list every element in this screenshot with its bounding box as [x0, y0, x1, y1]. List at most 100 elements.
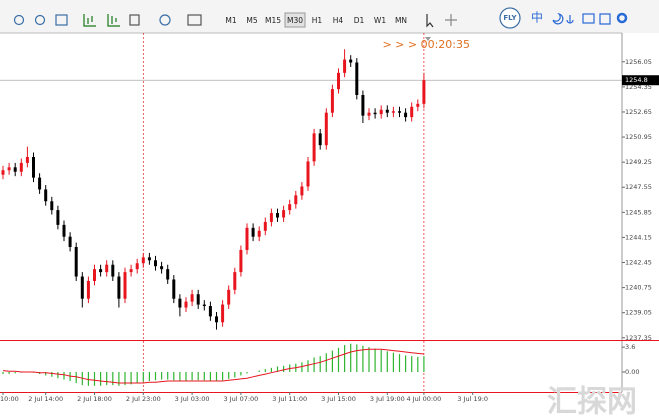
timeframe-button[interactable]: W1	[374, 16, 386, 25]
candle-body	[263, 221, 267, 231]
candle-body	[44, 189, 48, 202]
timeframe-button[interactable]: H4	[333, 16, 344, 25]
tile[interactable]	[55, 14, 68, 26]
candle-body	[276, 213, 279, 218]
zoom-out[interactable]	[34, 14, 46, 26]
chart-shift[interactable]	[83, 14, 96, 27]
candle-body	[166, 269, 170, 280]
autoscroll[interactable]	[107, 14, 120, 27]
candle-body	[422, 80, 426, 104]
candle-body	[80, 276, 84, 299]
candle-body	[68, 236, 72, 248]
y-tick-label: 1249.25	[625, 158, 652, 166]
candle-body	[111, 264, 115, 277]
y-tick-label: 1237.35	[625, 334, 652, 342]
timeframe-button[interactable]: M5	[246, 16, 257, 25]
candle-body	[105, 264, 109, 273]
candle-body	[227, 289, 231, 305]
candle-body	[221, 304, 225, 323]
candle-body	[404, 112, 408, 118]
plot: 1256.05 1254.35 1252.65 1250.95 1249.25 1247.…	[0, 33, 659, 403]
x-tick-label: 3 Jul 19:00	[370, 395, 405, 403]
timeframe-button[interactable]: H1	[312, 16, 323, 25]
y-tick-label: 1247.55	[625, 183, 652, 191]
candle-body	[282, 210, 286, 218]
candle-body	[184, 301, 188, 308]
candle-body	[349, 59, 353, 63]
candle-body	[337, 72, 340, 90]
widget-lang[interactable]: 中	[531, 10, 543, 25]
candle-body	[147, 257, 151, 261]
candle-body	[391, 111, 395, 113]
candle-body	[306, 161, 310, 187]
candle-body	[56, 210, 60, 225]
candle-body	[86, 280, 90, 299]
candle-body	[99, 269, 103, 273]
y-tick-label: 1244.15	[625, 233, 652, 241]
candle-body	[288, 204, 292, 211]
candle-body	[13, 167, 17, 172]
candle-body	[361, 94, 365, 116]
candle-body	[38, 177, 42, 190]
candle-body	[117, 276, 121, 299]
timeframe-button[interactable]: M30	[287, 16, 303, 25]
candle-body	[318, 133, 322, 146]
cursor[interactable]	[426, 14, 434, 28]
periods[interactable]	[159, 14, 171, 26]
timeframe-button[interactable]: M1	[225, 16, 236, 25]
widget-shirt[interactable]	[599, 13, 611, 25]
x-tick-label: 2 Jul 18:00	[77, 395, 112, 403]
candle-body	[19, 162, 23, 172]
price-label-bg	[622, 75, 659, 86]
y-tick-label: 1242.45	[625, 259, 652, 267]
candle-body	[251, 227, 255, 237]
candle-body	[379, 109, 383, 115]
candle-body	[202, 304, 206, 307]
candle-body	[172, 279, 176, 299]
countdown: > > > 00:20:35	[382, 38, 470, 51]
zoom-in[interactable]	[13, 14, 25, 26]
countdown-marker	[425, 37, 431, 41]
watermark: 汇探网	[547, 385, 637, 418]
candle-body	[62, 224, 66, 237]
candle-body	[93, 269, 96, 281]
x-tick-label: 2 Jul 14:00	[28, 395, 63, 403]
templates[interactable]	[187, 14, 202, 26]
widget-mic[interactable]	[566, 15, 574, 24]
widget-settings[interactable]	[616, 12, 628, 24]
candle-body	[123, 272, 127, 299]
candle-body	[178, 298, 182, 308]
indicators[interactable]	[129, 14, 140, 26]
candle-body	[50, 201, 54, 211]
y-tick-label: 1239.05	[625, 309, 652, 317]
candle-body	[324, 112, 328, 146]
timeframe-button[interactable]: D1	[354, 16, 365, 25]
widget-logo[interactable]	[499, 7, 521, 29]
x-tick-label: 3 Jul 19:0	[457, 395, 488, 403]
candle-body	[215, 316, 218, 323]
y-tick-label: 1254.35	[625, 83, 652, 91]
candle-body	[1, 170, 5, 175]
candle-body	[330, 89, 334, 113]
timeframe-button[interactable]: MN	[395, 16, 407, 25]
candle-body	[245, 227, 249, 250]
candle-body	[25, 156, 29, 163]
candle-body	[74, 247, 78, 277]
candle-body	[196, 294, 200, 305]
x-tick-label: 3 Jul 03:00	[175, 395, 210, 403]
candle-body	[141, 257, 145, 264]
y-tick-label: 1240.75	[625, 284, 652, 292]
x-tick-label: 2 Jul 23:00	[126, 395, 161, 403]
candle-body	[355, 62, 359, 95]
candle-body	[160, 266, 164, 270]
timeframe-button[interactable]: M15	[265, 16, 281, 25]
candle-body	[416, 103, 420, 107]
crosshair[interactable]	[445, 14, 457, 26]
candle-body	[32, 156, 35, 178]
signal-line	[2, 348, 424, 384]
toolbar-icons	[13, 7, 628, 29]
widget-keyboard[interactable]	[582, 13, 595, 24]
candle-body	[129, 269, 133, 273]
candle-body	[294, 195, 298, 205]
widget-moon[interactable]	[552, 12, 564, 25]
